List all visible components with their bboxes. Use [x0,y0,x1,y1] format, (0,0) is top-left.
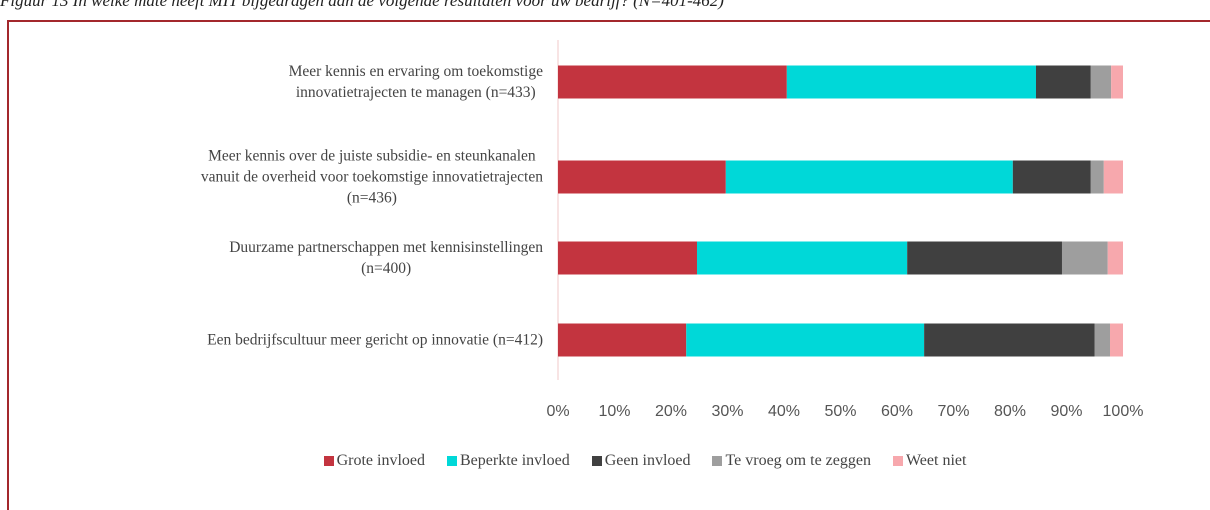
x-tick-label: 90% [1050,403,1082,420]
bar-segment [1061,241,1108,275]
bar-segment [558,160,726,194]
chart-title: Figuur 13 In welke mate heeft MIT bijged… [0,0,724,10]
category-label: Duurzame partnerschappen met kennisinste… [229,239,543,277]
legend-label: Beperkte invloed [459,452,570,469]
bar-segment [725,160,1013,194]
legend: Grote invloed Beperkte invloed Geen invloe… [0,452,1210,470]
x-tick-label: 50% [824,403,856,420]
x-tick-label: 70% [937,403,969,420]
bar-segment [1094,323,1111,357]
legend-item: Grote invloed [323,452,425,470]
legend-label: Weet niet [905,452,967,469]
x-tick-label: 100% [1103,403,1144,420]
legend-swatch [591,456,602,466]
x-tick-label: 80% [994,403,1026,420]
bar-segment [786,65,1036,99]
bar-segment [1090,65,1112,99]
legend-item: Beperkte invloed [446,452,570,470]
x-tick-label: 10% [598,403,630,420]
x-tick-label: 60% [881,403,913,420]
legend-swatch [446,456,457,466]
legend-item: Geen invloed [591,452,691,470]
legend-swatch [323,456,334,466]
category-label: Meer kennis over de juiste subsidie- en … [200,147,543,207]
bar-segment [924,323,1095,357]
bar-segment [1090,160,1104,194]
bar-segment [696,241,908,275]
x-tick-label: 40% [768,403,800,420]
bar-segment [1012,160,1091,194]
category-label: Een bedrijfscultuur meer gericht op inno… [207,331,543,349]
bar-segment [1035,65,1091,99]
legend-item: Weet niet [892,452,967,470]
x-tick-label: 0% [546,403,569,420]
bar-segment [1107,241,1123,275]
legend-swatch [712,456,723,466]
x-tick-label: 20% [655,403,687,420]
legend-item: Te vroeg om te zeggen [712,452,871,470]
x-tick-label: 30% [711,403,743,420]
bar-segment [1103,160,1123,194]
bar-segment [1111,65,1123,99]
bar-segment [686,323,925,357]
legend-label: Geen invloed [604,452,691,469]
bar-segment [558,323,687,357]
legend-swatch [892,456,903,466]
frame [7,20,1210,510]
legend-label: Te vroeg om te zeggen [725,452,871,469]
legend-label: Grote invloed [336,452,425,469]
bar-segment [558,241,697,275]
bar-segment [558,65,787,99]
bar-segment [907,241,1062,275]
category-label: Meer kennis en ervaring om toekomstige i… [288,63,543,101]
bar-segment [1110,323,1123,357]
